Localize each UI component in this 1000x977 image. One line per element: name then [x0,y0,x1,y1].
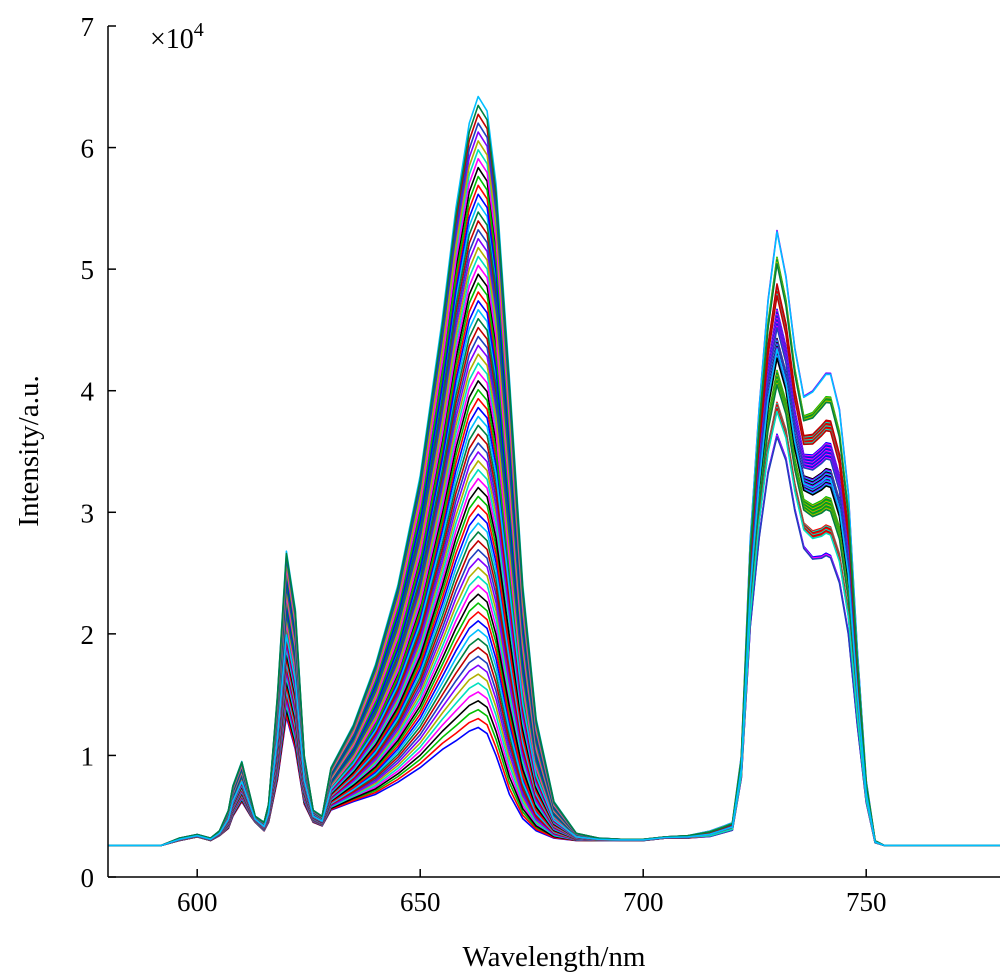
spectrum-line [108,104,1000,847]
x-tick-label: 650 [400,887,441,917]
y-tick-label: 0 [81,863,95,893]
x-axis-title: Wavelength/nm [463,941,646,973]
spectrum-line [108,166,1000,847]
spectrum-line [108,273,1000,847]
y-exponent-label: ×104 [150,19,204,55]
ticks: 600 650 700 750 0 1 2 3 4 5 6 7 [81,12,887,917]
spectrum-line [108,122,1000,847]
spectrum-line [108,246,1000,847]
y-axis-title: Intensity/a.u. [13,375,45,526]
spectrum-line [108,348,1000,847]
spectrum-line [108,237,1000,847]
y-tick-label: 2 [81,620,95,650]
spectrum-line [108,184,1000,847]
spectrum-line [108,149,1000,847]
y-tick-label: 7 [81,12,95,42]
spectrum-line [108,113,1000,847]
y-tick-label: 3 [81,498,95,528]
spectrum-line [108,175,1000,847]
y-tick-label: 4 [81,377,95,407]
spectrum-line [108,264,1000,847]
spectrum-line [108,193,1000,847]
spectrum-line [108,220,1000,847]
spectrum-line [108,256,1000,847]
spectrum-line [108,255,1000,847]
x-tick-label: 600 [177,887,218,917]
y-tick-label: 6 [81,134,95,164]
spectrum-lines [108,95,1000,847]
y-tick-label: 1 [81,741,95,771]
spectrum-line [108,157,1000,847]
axes [107,26,1000,878]
y-exponent-power: 4 [194,19,204,41]
y-tick-label: 5 [81,255,95,285]
spectrum-line [108,211,1000,847]
spectrum-line [108,95,1000,847]
spectrum-line [108,229,1000,847]
spectrum-line [108,202,1000,847]
x-tick-label: 750 [846,887,887,917]
spectrum-line [108,140,1000,847]
x-tick-label: 700 [623,887,664,917]
spectrum-line [108,131,1000,847]
y-exponent-base: ×10 [150,24,194,55]
